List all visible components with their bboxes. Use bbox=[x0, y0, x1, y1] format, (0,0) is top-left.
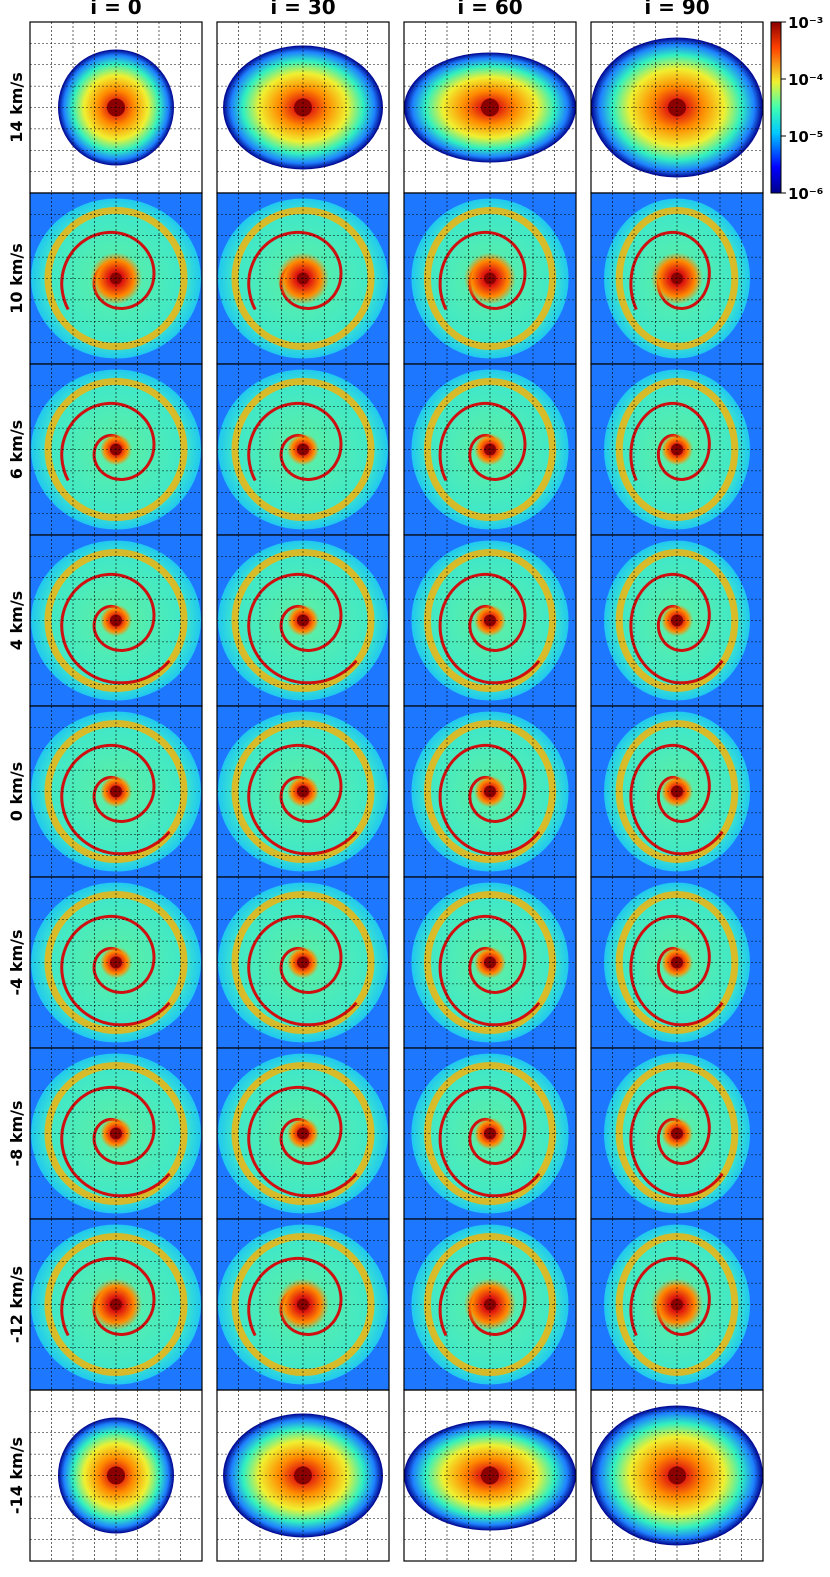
panel bbox=[591, 535, 763, 706]
panel bbox=[591, 706, 763, 877]
panel bbox=[30, 1048, 202, 1219]
panel bbox=[591, 1219, 763, 1390]
row-label: 4 km/s bbox=[7, 591, 26, 650]
panel bbox=[404, 706, 576, 877]
column-title: i = 30 bbox=[270, 0, 335, 19]
panel bbox=[30, 1219, 202, 1390]
panel bbox=[217, 535, 389, 706]
row-label: -8 km/s bbox=[7, 1100, 26, 1166]
row-label: 6 km/s bbox=[7, 420, 26, 479]
panel bbox=[404, 193, 576, 364]
panel bbox=[30, 193, 202, 364]
panel bbox=[404, 877, 576, 1048]
panel bbox=[217, 706, 389, 877]
panel-frame bbox=[403, 1389, 577, 1562]
panel bbox=[591, 1048, 763, 1219]
column-title: i = 0 bbox=[90, 0, 141, 19]
panel bbox=[404, 1219, 576, 1390]
panel bbox=[30, 364, 202, 535]
column-title: i = 90 bbox=[644, 0, 709, 19]
panel bbox=[591, 22, 763, 193]
panel bbox=[30, 1390, 202, 1561]
panel bbox=[217, 1390, 389, 1561]
row-label: 14 km/s bbox=[7, 72, 26, 143]
panel-frame bbox=[29, 1389, 203, 1562]
panel bbox=[217, 193, 389, 364]
panel bbox=[404, 364, 576, 535]
colorbar bbox=[770, 21, 782, 194]
row-label: -14 km/s bbox=[7, 1437, 26, 1514]
row-label: -12 km/s bbox=[7, 1266, 26, 1343]
colorbar-tick-label: 10⁻⁴ bbox=[788, 71, 823, 89]
panel bbox=[591, 364, 763, 535]
panel bbox=[591, 193, 763, 364]
panel bbox=[404, 1390, 576, 1561]
panel bbox=[591, 1390, 763, 1561]
panel bbox=[217, 22, 389, 193]
colorbar-tick-label: 10⁻⁵ bbox=[788, 128, 823, 146]
column-title: i = 60 bbox=[457, 0, 522, 19]
colorbar-tick-label: 10⁻³ bbox=[788, 14, 823, 32]
row-label: 0 km/s bbox=[7, 762, 26, 821]
row-label: -4 km/s bbox=[7, 929, 26, 995]
panel bbox=[404, 535, 576, 706]
panel-frame bbox=[216, 1389, 390, 1562]
colorbar-tick-label: 10⁻⁶ bbox=[788, 185, 823, 203]
panel bbox=[30, 706, 202, 877]
row-label: 10 km/s bbox=[7, 243, 26, 314]
panel bbox=[217, 1048, 389, 1219]
panel bbox=[591, 877, 763, 1048]
panel bbox=[217, 877, 389, 1048]
panel bbox=[30, 877, 202, 1048]
panel bbox=[404, 1048, 576, 1219]
panel bbox=[217, 1219, 389, 1390]
panel bbox=[30, 535, 202, 706]
panel bbox=[217, 364, 389, 535]
panel bbox=[30, 22, 202, 193]
panel-frame bbox=[590, 1389, 764, 1562]
panel bbox=[404, 22, 576, 193]
